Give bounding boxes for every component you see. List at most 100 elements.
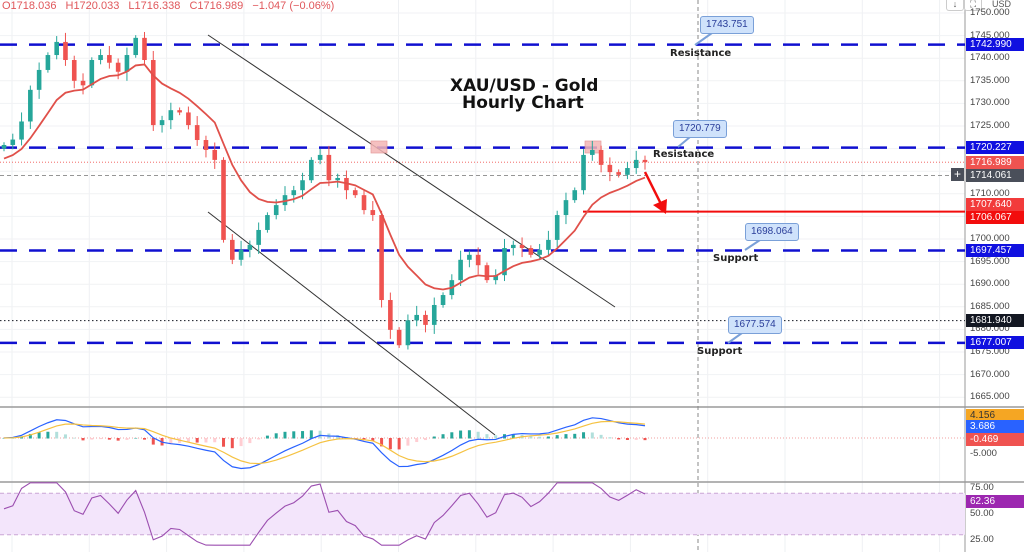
candle-body — [475, 254, 481, 266]
macd-histogram-bar — [213, 438, 217, 443]
price-tag: 1706.067 — [966, 211, 1024, 224]
rsi-line — [3, 482, 646, 546]
macd-histogram-bar — [283, 431, 287, 439]
macd-histogram-bar — [134, 437, 138, 439]
macd-histogram-bar — [415, 438, 419, 443]
macd-histogram-bar — [467, 430, 471, 439]
macd-histogram-bar — [485, 434, 489, 439]
candle-body — [28, 89, 33, 122]
price-tick-label: 1665.000 — [970, 391, 1010, 403]
candle-body — [396, 329, 402, 346]
macd-histogram-bar — [380, 438, 384, 447]
price-tick-label: 1690.000 — [970, 278, 1010, 290]
macd-histogram-bar — [582, 432, 586, 439]
low-value: L1716.338 — [128, 0, 181, 12]
candle-body — [309, 159, 314, 181]
candle-body — [335, 177, 340, 181]
red-arrow — [643, 171, 664, 207]
macd-histogram-bar — [608, 437, 612, 439]
macd-histogram-bar — [46, 431, 50, 439]
candle-body — [554, 215, 560, 240]
candle-body — [89, 60, 95, 86]
callout-resistance-1[interactable]: 1743.751 — [700, 16, 754, 34]
candle-body — [572, 190, 578, 201]
arrow-down-icon[interactable]: ↓ — [946, 0, 964, 11]
candle-body — [590, 149, 595, 155]
price-tag: 1720.227 — [966, 141, 1024, 155]
candle-body — [80, 80, 86, 86]
rsi-tick-label: 25.00 — [970, 534, 994, 545]
price-tick-label: 1685.000 — [970, 300, 1010, 312]
macd-histogram-bar — [371, 438, 375, 441]
macd-histogram-bar — [441, 434, 445, 439]
candle-body — [247, 244, 253, 250]
candle-body — [265, 215, 270, 230]
macd-tag: 4.156 — [966, 409, 1024, 422]
candle-body — [379, 215, 384, 301]
macd-histogram-bar — [169, 438, 173, 445]
candle-body — [370, 210, 376, 216]
callout-resistance-2[interactable]: 1720.779 — [673, 120, 727, 138]
fullscreen-icon[interactable]: ⛶ — [964, 0, 982, 11]
change-value: −1.047 (−0.06%) — [252, 0, 335, 12]
candle-body — [502, 248, 507, 276]
macd-histogram-bar — [2, 438, 6, 439]
macd-histogram-bar — [204, 438, 208, 443]
candle-body — [36, 69, 42, 90]
candle-body — [528, 248, 534, 255]
candle-body — [256, 229, 261, 245]
macd-histogram-bar — [529, 436, 533, 439]
macd-histogram-bar — [432, 436, 436, 439]
callout-pointer — [727, 332, 743, 344]
macd-histogram-bar — [459, 430, 463, 439]
channel-upper-line — [207, 34, 616, 308]
price-tag: 1677.007 — [966, 336, 1024, 350]
currency-label: USD — [992, 0, 1012, 9]
macd-histogram-bar — [292, 431, 296, 439]
callout-support-1[interactable]: 1698.064 — [745, 223, 799, 241]
chart-title: XAU/USD - Gold — [450, 76, 599, 96]
candle-body — [230, 239, 235, 260]
macd-histogram-bar — [257, 438, 261, 440]
crosshair-add-icon[interactable]: + — [951, 168, 964, 181]
macd-histogram-bar — [230, 438, 234, 449]
candle-body — [203, 140, 209, 150]
moving-average-line — [3, 63, 646, 291]
open-value: O1718.036 — [2, 0, 57, 12]
macd-histogram-bar — [309, 430, 313, 439]
macd-histogram-bar — [248, 438, 252, 444]
price-tick-label: 1725.000 — [970, 120, 1010, 131]
macd-histogram-bar — [99, 438, 103, 440]
macd-histogram-bar — [151, 438, 155, 445]
candle-body — [168, 110, 174, 121]
candle-body — [238, 249, 244, 260]
price-tick-label: 1695.000 — [970, 255, 1010, 267]
candle-body — [54, 41, 59, 56]
candle-body — [71, 60, 77, 81]
rsi-tick-label: 75.00 — [970, 482, 994, 493]
candle-body — [194, 125, 200, 141]
macd-histogram-bar — [107, 438, 111, 440]
price-tag: 1707.640 — [966, 198, 1024, 211]
macd-histogram-bar — [423, 438, 427, 441]
macd-histogram-bar — [239, 438, 243, 447]
price-tag: 1697.457 — [966, 243, 1024, 257]
macd-histogram-bar — [63, 434, 67, 439]
candle-body — [440, 295, 446, 305]
candle-body — [598, 149, 604, 165]
macd-histogram-bar — [625, 438, 629, 441]
macd-histogram-bar — [555, 435, 559, 439]
candle-body — [616, 172, 621, 175]
candle-body — [221, 159, 226, 240]
callout-pointer — [744, 239, 761, 251]
candle-body — [19, 121, 24, 140]
price-tag: 1742.990 — [966, 38, 1024, 52]
price-tick-label: 1745.000 — [970, 29, 1010, 41]
candle-body — [625, 168, 630, 175]
macd-histogram-bar — [90, 438, 94, 440]
callout-support-2[interactable]: 1677.574 — [728, 316, 782, 334]
macd-histogram-bar — [617, 438, 621, 440]
price-tick-label: 1700.000 — [970, 233, 1010, 244]
macd-histogram-bar — [388, 438, 392, 450]
